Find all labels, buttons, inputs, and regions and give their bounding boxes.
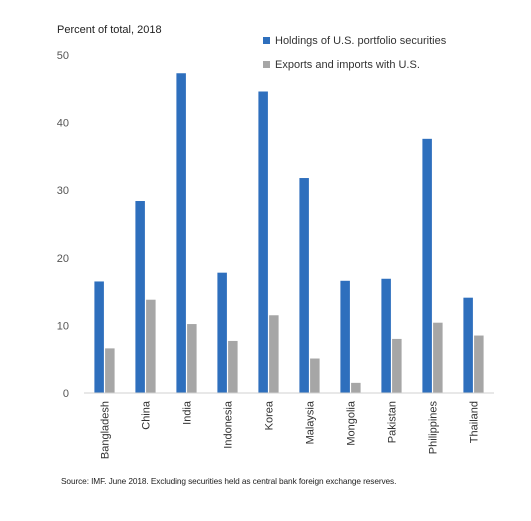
bar-trade-indonesia [228,340,238,393]
bar-trade-mongolia [351,382,361,393]
bar-holdings-thailand [463,297,473,393]
bar-holdings-bangladesh [94,281,104,393]
y-tick-label: 0 [63,388,69,400]
y-tick-label: 30 [57,185,69,197]
legend: Holdings of U.S. portfolio securities Exp… [263,35,447,71]
x-tick-label: Indonesia [223,400,235,449]
x-tick-label: China [141,400,153,430]
bar-trade-china [146,299,156,393]
legend-swatch [263,37,270,44]
legend-swatch [263,61,270,68]
legend-label: Holdings of U.S. portfolio securities [275,35,447,47]
y-tick-label: 20 [57,253,69,265]
x-tick-label: Philippines [428,401,440,455]
bar-holdings-china [135,201,145,393]
y-tick-label: 40 [57,118,69,130]
y-axis: 0 10 20 30 40 50 [57,50,69,400]
x-tick-label: Bangladesh [100,401,112,459]
bar-holdings-indonesia [217,272,227,393]
x-tick-label: Malaysia [305,400,317,444]
bar-trade-korea [269,315,279,393]
x-tick-label: Korea [264,400,276,430]
bar-chart: Percent of total, 2018 Holdings of U.S. … [57,24,494,459]
bar-trade-bangladesh [105,348,115,393]
x-tick-label: India [182,400,194,425]
x-tick-label: Pakistan [387,401,399,443]
x-axis-labels: Bangladesh China India Indonesia Korea Malays… [100,400,481,459]
source-note: Source: IMF. June 2018. Excluding securi… [61,476,397,486]
bar-trade-india [187,324,197,393]
bar-holdings-pakistan [381,278,391,393]
bar-holdings-india [176,73,186,393]
x-tick-label: Thailand [469,401,481,443]
bar-holdings-malaysia [299,178,309,393]
x-tick-label: Mongolia [346,400,358,446]
legend-label: Exports and imports with U.S. [275,59,420,71]
bar-holdings-korea [258,91,268,393]
bar-trade-malaysia [310,358,320,393]
bar-holdings-mongolia [340,280,350,393]
bars [94,73,484,393]
y-tick-label: 10 [57,320,69,332]
bar-holdings-philippines [422,138,432,393]
y-tick-label: 50 [57,50,69,62]
chart-subtitle: Percent of total, 2018 [57,24,162,36]
bar-trade-philippines [433,322,443,393]
bar-trade-thailand [474,335,484,393]
bar-trade-pakistan [392,338,402,393]
